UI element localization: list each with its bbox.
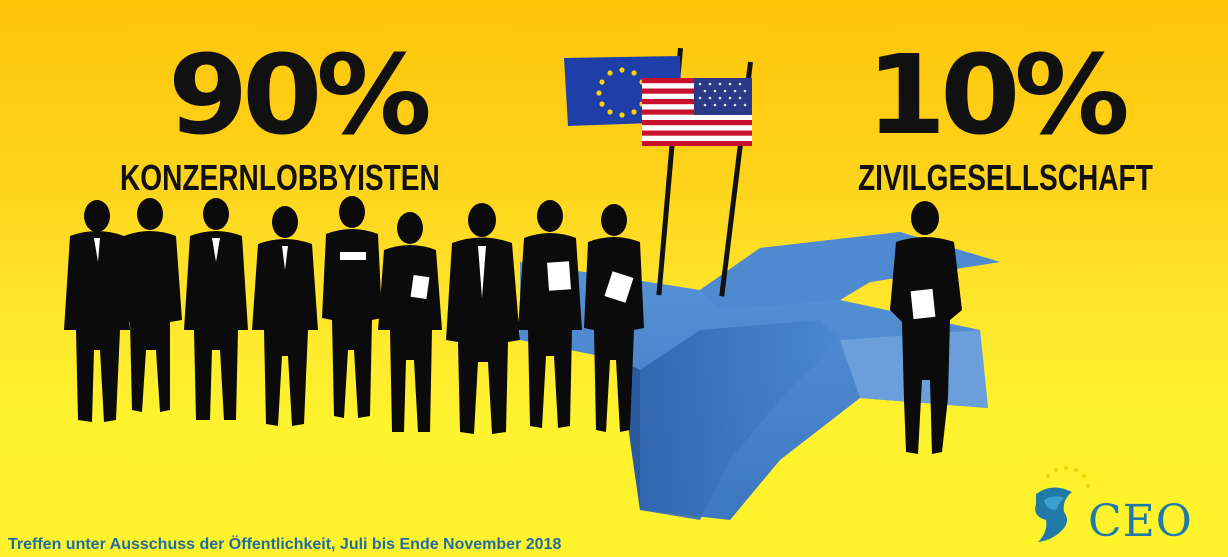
- ceo-logo-text: CEO: [1088, 496, 1193, 547]
- lobbyist-percentage: 90%: [168, 31, 432, 159]
- person-silhouette-4: [252, 206, 318, 426]
- person-silhouette-5: [322, 196, 382, 418]
- civil-society-label: ZIVILGESELLSCHAFT: [858, 157, 1153, 198]
- footnote-caption: Treffen unter Ausschuss der Öffentlichke…: [8, 536, 562, 553]
- stars-head-icon: [1035, 466, 1090, 542]
- us-flag-icon: [642, 78, 752, 146]
- person-silhouette-8: [518, 200, 582, 428]
- lobbyist-label: KONZERNLOBBYISTEN: [120, 157, 440, 198]
- person-silhouette-3: [184, 198, 248, 420]
- person-silhouette-7: [446, 203, 520, 434]
- civil-society-percentage: 10%: [866, 31, 1130, 159]
- person-silhouette-6: [378, 212, 442, 432]
- ceo-logo: CEO: [1014, 460, 1220, 550]
- civil-society-silhouette: [890, 201, 962, 454]
- person-silhouette-2: [120, 198, 182, 412]
- lobbyist-silhouettes: [64, 196, 644, 434]
- person-silhouette-1: [64, 200, 130, 422]
